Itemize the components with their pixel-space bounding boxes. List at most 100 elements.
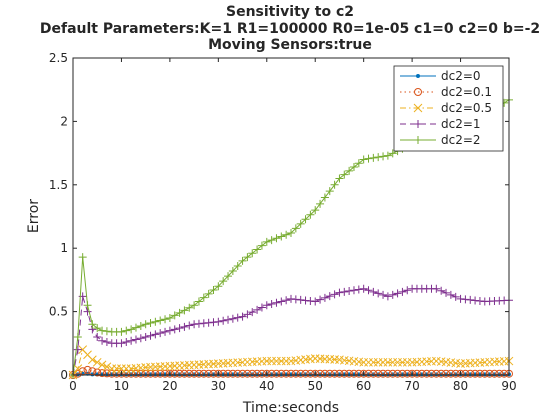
data-point [146, 319, 155, 328]
data-point [277, 232, 286, 241]
legend-label: dc2=0.1 [441, 85, 492, 99]
legend-marker [414, 88, 422, 96]
data-point [248, 308, 257, 317]
data-point [403, 286, 412, 295]
data-point [83, 365, 92, 374]
data-point [194, 297, 203, 306]
data-point [228, 314, 237, 323]
data-point [161, 327, 170, 336]
data-point [102, 338, 111, 347]
data-point [349, 286, 358, 295]
data-point [88, 355, 97, 365]
data-point [320, 193, 329, 202]
data-point [185, 321, 194, 330]
data-point [136, 321, 145, 330]
data-point [102, 369, 111, 378]
data-point [224, 369, 233, 378]
data-point [248, 369, 257, 378]
data-point [340, 287, 349, 296]
data-point [141, 320, 150, 329]
data-point [98, 369, 107, 378]
data-point [238, 369, 247, 378]
data-point [243, 310, 252, 319]
data-point [170, 369, 179, 378]
data-point [330, 180, 339, 189]
data-point [243, 253, 252, 262]
x-tick-label: 40 [259, 379, 274, 393]
data-point [248, 249, 257, 258]
data-point [73, 332, 82, 341]
data-point [253, 245, 262, 254]
data-point [412, 369, 421, 378]
legend-label: dc2=2 [441, 133, 481, 147]
legend-label: dc2=0 [441, 69, 481, 83]
data-point [282, 296, 291, 305]
data-point [161, 315, 170, 324]
data-point [306, 369, 315, 378]
data-point [422, 369, 431, 378]
legend-marker [416, 74, 420, 78]
data-point [471, 369, 480, 378]
data-point [287, 369, 295, 378]
data-point [156, 316, 165, 325]
data-point [287, 294, 295, 303]
data-point [151, 317, 160, 326]
data-point [369, 369, 378, 378]
x-tick-label: 90 [501, 379, 516, 393]
data-point [199, 369, 208, 378]
data-point [209, 286, 218, 295]
data-point [316, 199, 325, 208]
data-point [345, 369, 354, 378]
data-point [204, 369, 213, 378]
data-point [335, 174, 344, 183]
y-tick-label: 2.5 [49, 51, 68, 65]
y-tick-label: 1 [60, 241, 68, 255]
data-point [330, 290, 339, 299]
data-point [475, 369, 484, 378]
data-point [131, 369, 140, 378]
data-point [117, 369, 126, 378]
data-point [73, 345, 82, 354]
data-point [359, 369, 368, 378]
y-tick-label: 0.5 [49, 305, 68, 319]
data-point [446, 290, 455, 299]
data-point [500, 369, 509, 378]
data-point [156, 329, 165, 338]
data-point [480, 369, 489, 378]
data-point [190, 320, 199, 329]
data-point [180, 369, 189, 378]
data-point [296, 369, 305, 378]
ticks-layer: 0 10 20 30 40 50 60 70 80 90 0 0.5 1 1.5 2 2.5 [49, 51, 517, 393]
data-point [190, 301, 199, 310]
x-axis-label: Time:seconds [242, 400, 339, 416]
data-point [427, 369, 436, 378]
data-point [277, 297, 286, 306]
data-point [253, 369, 262, 378]
data-point [112, 369, 121, 378]
data-point [277, 369, 286, 378]
data-point [165, 313, 174, 322]
data-point [78, 253, 87, 262]
data-point [170, 311, 179, 320]
data-point [316, 369, 325, 378]
data-point [209, 318, 218, 327]
data-point [437, 286, 446, 295]
data-point [122, 369, 131, 378]
data-point [199, 293, 208, 302]
data-point [301, 369, 310, 378]
data-point [359, 155, 368, 164]
data-point [146, 331, 155, 340]
data-point [316, 295, 325, 304]
data-point [214, 282, 223, 291]
data-point [490, 369, 499, 378]
data-point [233, 261, 242, 270]
data-point [432, 369, 441, 378]
data-point [369, 287, 378, 296]
x-tick-label: 70 [404, 379, 419, 393]
data-point [165, 369, 174, 378]
data-point [374, 369, 383, 378]
data-point [311, 206, 320, 215]
data-point [374, 289, 383, 298]
data-point [306, 296, 315, 305]
data-point [374, 153, 383, 162]
